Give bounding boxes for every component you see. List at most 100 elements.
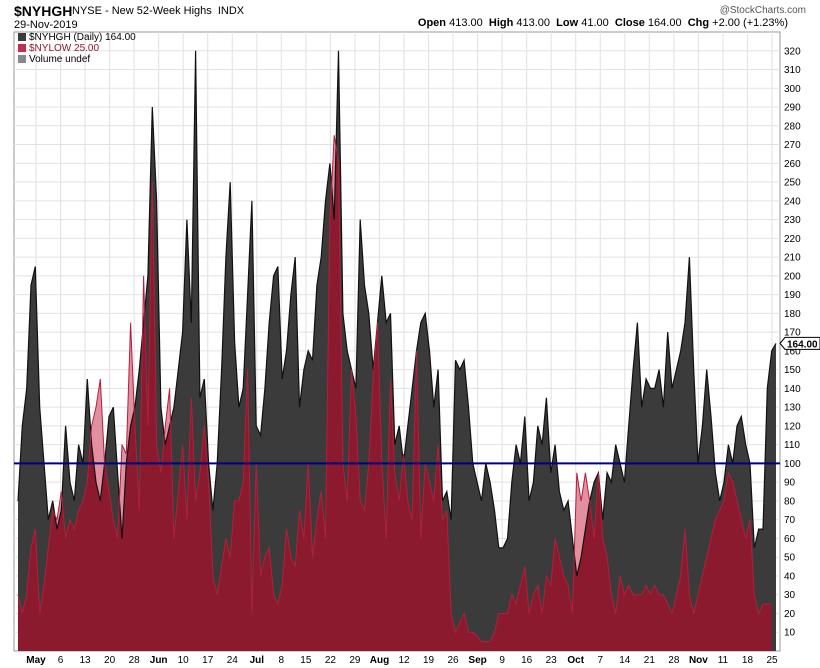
- last-value-lows: 25.00: [787, 0, 812, 3]
- y-tick-label: 110: [784, 440, 800, 451]
- ohlc-readout: Open 413.00 High 413.00 Low 41.00 Close …: [418, 17, 788, 29]
- y-tick-label: 100: [784, 459, 801, 470]
- x-tick-label: 16: [521, 655, 533, 666]
- y-tick-label: 180: [784, 309, 801, 320]
- close-label: Close: [614, 17, 645, 29]
- x-tick-label: 22: [325, 655, 337, 666]
- last-value-highs: 164.00: [779, 336, 820, 350]
- legend-swatch-volume: [18, 55, 26, 63]
- legend-label-highs: $NYHGH (Daily) 164.00: [29, 32, 136, 43]
- x-tick-label: 28: [129, 655, 141, 666]
- y-tick-label: 210: [784, 253, 801, 264]
- y-tick-label: 260: [784, 159, 801, 170]
- last-value-box: [779, 336, 820, 350]
- x-tick-label: 11: [718, 655, 729, 666]
- x-tick-label: May: [26, 655, 46, 666]
- last-value-text: 164.00: [787, 339, 818, 350]
- y-tick-label: 230: [784, 215, 801, 226]
- y-tick-label: 200: [784, 271, 801, 282]
- y-tick-label: 280: [784, 121, 801, 132]
- open-value: 413.00: [449, 17, 483, 29]
- legend-item-highs: $NYHGH (Daily) 164.00: [18, 32, 136, 43]
- y-tick-label: 150: [784, 365, 801, 376]
- x-tick-label: 29: [349, 655, 361, 666]
- exchange-text: INDX: [217, 5, 245, 17]
- chart-header: $NYHGH NYSE - New 52-Week Highs INDX 29-…: [0, 0, 820, 32]
- y-tick-label: 140: [784, 384, 801, 395]
- x-tick-label: 25: [766, 655, 778, 666]
- y-tick-label: 220: [784, 234, 801, 245]
- y-tick-label: 250: [784, 178, 801, 189]
- y-tick-label: 80: [784, 496, 796, 507]
- x-tick-label: 10: [178, 655, 190, 666]
- legend-label-volume: Volume undef: [29, 54, 91, 65]
- x-tick-label: 19: [423, 655, 435, 666]
- y-tick-label: 60: [784, 534, 796, 545]
- x-tick-label: 17: [202, 655, 214, 666]
- y-tick-label: 320: [784, 46, 801, 57]
- x-tick-label: Aug: [370, 655, 389, 666]
- legend-item-lows: $NYLOW 25.00: [18, 43, 136, 54]
- y-tick-label: 10: [784, 628, 796, 639]
- brand-watermark: @StockCharts.com: [719, 5, 806, 16]
- x-tick-label: Sep: [468, 655, 486, 666]
- x-tick-label: 20: [104, 655, 116, 666]
- x-tick-label: 12: [398, 655, 410, 666]
- y-tick-label: 20: [784, 609, 796, 620]
- low-label: Low: [556, 17, 579, 29]
- y-tick-label: 160: [784, 346, 801, 357]
- x-tick-label: 26: [448, 655, 460, 666]
- open-label: Open: [417, 17, 447, 29]
- legend-label-lows: $NYLOW 25.00: [29, 43, 100, 54]
- chart-date: 29-Nov-2019: [14, 19, 78, 31]
- symbol-description: NYSE - New 52-Week Highs INDX: [72, 5, 244, 17]
- x-tick-label: 21: [644, 655, 656, 666]
- high-label: High: [488, 17, 514, 29]
- y-tick-label: 130: [784, 403, 801, 414]
- chart-series: [14, 50, 780, 652]
- x-tick-label: 24: [227, 655, 239, 666]
- symbol-title: $NYHGH: [14, 3, 73, 19]
- series-lows-line: [17, 135, 772, 643]
- legend-swatch-lows: [18, 44, 26, 52]
- x-tick-label: Nov: [689, 655, 708, 666]
- low-value: 41.00: [581, 17, 609, 29]
- chart-axes: 1020304050607080901001101201301401501601…: [26, 0, 820, 666]
- y-tick-label: 50: [784, 553, 796, 564]
- y-tick-label: 240: [784, 196, 801, 207]
- y-tick-label: 170: [784, 328, 801, 339]
- x-tick-label: 8: [279, 655, 285, 666]
- y-tick-label: 70: [784, 515, 796, 526]
- y-tick-label: 30: [784, 590, 796, 601]
- x-tick-label: Oct: [567, 655, 584, 666]
- chart-legend: $NYHGH (Daily) 164.00 $NYLOW 25.00 Volum…: [18, 32, 136, 65]
- x-tick-label: 15: [300, 655, 312, 666]
- legend-swatch-highs: [18, 33, 26, 41]
- last-value-text: 25.00: [787, 0, 812, 3]
- x-tick-label: Jun: [150, 655, 168, 666]
- high-value: 413.00: [516, 17, 551, 29]
- x-tick-label: 14: [619, 655, 631, 666]
- description-text: NYSE - New 52-Week Highs: [72, 5, 212, 17]
- x-tick-label: 18: [742, 655, 754, 666]
- chg-value: +2.00 (+1.23%): [712, 17, 788, 29]
- y-tick-label: 40: [784, 571, 796, 582]
- y-tick-label: 190: [784, 290, 801, 301]
- y-tick-label: 120: [784, 421, 801, 432]
- y-tick-label: 290: [784, 103, 801, 114]
- x-tick-label: 13: [80, 655, 92, 666]
- x-tick-label: Jul: [250, 655, 265, 666]
- x-tick-label: 28: [668, 655, 680, 666]
- y-tick-label: 270: [784, 140, 801, 151]
- x-tick-label: 6: [58, 655, 64, 666]
- chg-label: Chg: [687, 17, 710, 29]
- y-tick-label: 310: [784, 65, 801, 76]
- y-tick-label: 300: [784, 84, 801, 95]
- x-tick-label: 23: [546, 655, 558, 666]
- x-tick-label: 9: [499, 655, 505, 666]
- x-tick-label: 7: [597, 655, 603, 666]
- close-value: 164.00: [647, 17, 682, 29]
- legend-item-volume: Volume undef: [18, 54, 136, 65]
- y-tick-label: 90: [784, 478, 796, 489]
